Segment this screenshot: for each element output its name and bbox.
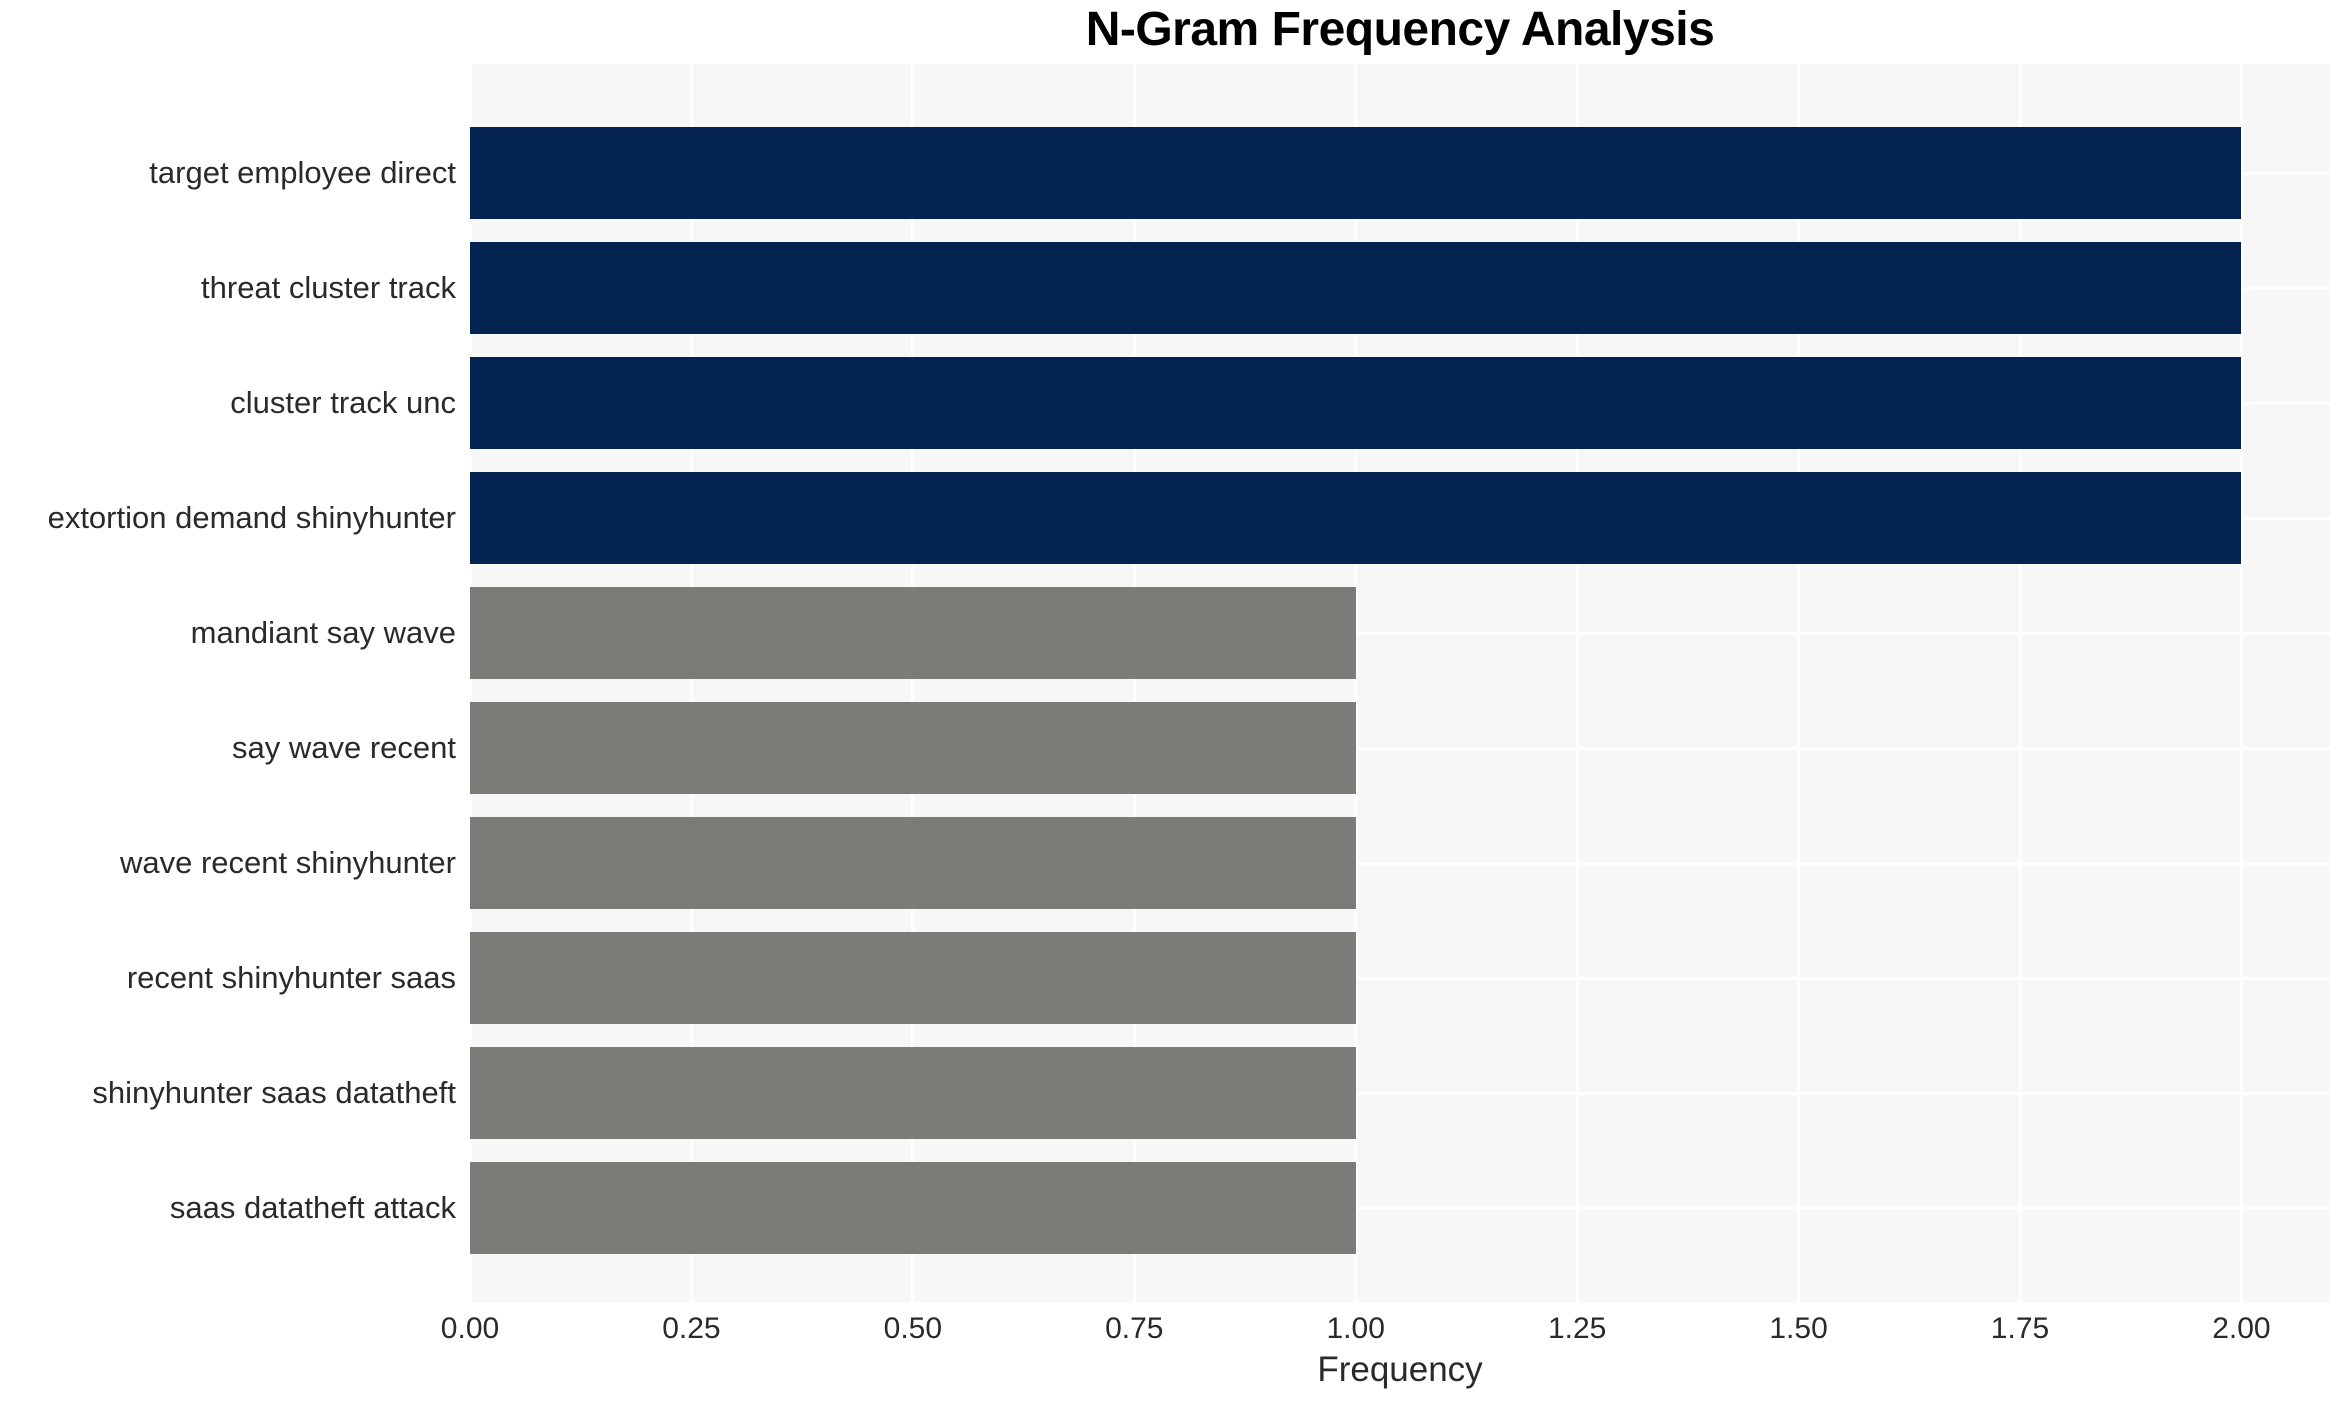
bar: [470, 817, 1356, 909]
gridline-v: [468, 64, 472, 1302]
category-label: shinyhunter saas datatheft: [92, 1075, 456, 1110]
bar: [470, 472, 2242, 564]
plot-area: [468, 64, 2330, 1302]
x-tick-label: 1.50: [1769, 1312, 1828, 1345]
x-tick-label: 1.00: [1326, 1312, 1385, 1345]
category-label: extortion demand shinyhunter: [47, 500, 456, 535]
gridline-v: [2239, 64, 2243, 1302]
bar: [470, 1047, 1356, 1139]
chart-title: N-Gram Frequency Analysis: [1085, 3, 1715, 56]
x-tick-label: 0.00: [440, 1312, 500, 1345]
gridline-v: [689, 64, 693, 1302]
gridline-v: [1575, 64, 1579, 1302]
category-label: cluster track unc: [230, 385, 456, 420]
bar: [470, 587, 1356, 679]
category-label: threat cluster track: [201, 270, 456, 305]
bar: [470, 357, 2242, 449]
bar: [470, 242, 2242, 334]
category-label: target employee direct: [149, 155, 456, 190]
x-tick-label: 0.75: [1105, 1312, 1164, 1345]
gridline-v: [911, 64, 915, 1302]
gridline-h: [470, 861, 2330, 865]
x-tick-label: 2.00: [2212, 1312, 2271, 1345]
bar: [470, 702, 1356, 794]
category-label: say wave recent: [232, 730, 456, 765]
x-tick-label: 1.75: [1990, 1312, 2050, 1345]
category-label: wave recent shinyhunter: [119, 845, 456, 880]
category-label: mandiant say wave: [190, 615, 456, 650]
gridline-h: [470, 1206, 2330, 1210]
x-tick-label: 0.50: [883, 1312, 943, 1345]
category-label: saas datatheft attack: [169, 1190, 456, 1225]
gridline-h: [470, 631, 2330, 635]
category-label: recent shinyhunter saas: [126, 960, 456, 995]
bar: [470, 932, 1356, 1024]
gridline-v: [1797, 64, 1801, 1302]
bar: [470, 127, 2242, 219]
x-axis-label: Frequency: [1317, 1350, 1483, 1389]
gridline-h: [470, 976, 2330, 980]
x-tick-label: 1.25: [1547, 1312, 1607, 1345]
gridline-h: [470, 1091, 2330, 1095]
bar: [470, 1162, 1356, 1254]
gridline-h: [470, 746, 2330, 750]
gridline-v: [2018, 64, 2022, 1302]
x-tick-label: 0.25: [662, 1312, 721, 1345]
gridline-v: [1132, 64, 1136, 1302]
gridline-v: [1354, 64, 1358, 1302]
